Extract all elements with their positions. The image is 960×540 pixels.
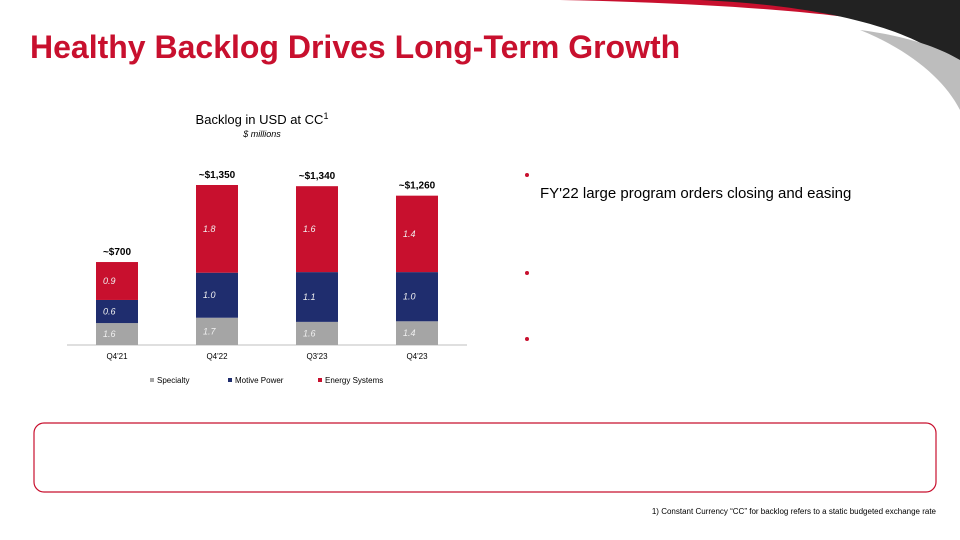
- bullet-dot: [525, 173, 529, 177]
- segment-label: 1.0: [203, 290, 216, 300]
- total-label: ~$700: [103, 247, 132, 258]
- bar-segment: [396, 321, 438, 345]
- plot: 1.6 0.6 0.9 ~$700 Q4'21 1.7 1.0 1.8 ~$1,350 Q4'22…: [67, 170, 467, 385]
- segment-label: 1.7: [203, 326, 217, 336]
- legend-label: Energy Systems: [325, 376, 383, 385]
- segment-label: 0.6: [103, 307, 116, 317]
- segment-label: 1.6: [303, 328, 316, 338]
- legend-swatch: [228, 378, 232, 382]
- chart-title-text: Backlog in USD at CC: [196, 112, 324, 127]
- bullet-dot: [525, 337, 529, 341]
- bar-segment: [196, 272, 238, 318]
- segment-label: 1.1: [303, 292, 316, 302]
- segment-label: 1.0: [403, 292, 416, 302]
- bar-segment: [196, 317, 238, 345]
- bar-segment: [296, 321, 338, 345]
- total-label: ~$1,260: [399, 181, 436, 192]
- bar-segment: [96, 323, 138, 345]
- segment-label: 1.4: [403, 328, 416, 338]
- segment-label: 1.6: [103, 329, 116, 339]
- legend-swatch: [150, 378, 154, 382]
- x-tick-label: Q4'21: [106, 352, 128, 361]
- segment-label: 1.4: [403, 229, 416, 239]
- bar-segment: [296, 186, 338, 273]
- chart-subtitle: $ millions: [242, 129, 281, 139]
- bar-segment: [396, 195, 438, 273]
- bullet-dot: [525, 271, 529, 275]
- bar-segment: [96, 299, 138, 324]
- chart-title: Backlog in USD at CC1: [196, 111, 329, 127]
- segment-label: 1.8: [203, 224, 216, 234]
- x-tick-label: Q3'23: [306, 352, 328, 361]
- legend-label: Specialty: [157, 376, 189, 385]
- bullet-continuation: FY'22 large program orders closing and e…: [540, 185, 851, 202]
- callout-box: [33, 422, 937, 493]
- swoosh-dark: [700, 0, 960, 70]
- total-label: ~$1,350: [199, 170, 236, 181]
- segment-label: 1.6: [303, 224, 316, 234]
- total-label: ~$1,340: [299, 171, 336, 182]
- x-tick-label: Q4'23: [406, 352, 428, 361]
- bullets: FY'22 large program orders closing and e…: [525, 173, 851, 341]
- bar-segment: [96, 262, 138, 300]
- chart-title-sup: 1: [323, 111, 328, 121]
- legend-swatch: [318, 378, 322, 382]
- footnote: 1) Constant Currency “CC” for backlog re…: [652, 507, 937, 516]
- bar-segment: [296, 272, 338, 322]
- bar-segment: [196, 185, 238, 273]
- x-tick-label: Q4'22: [206, 352, 228, 361]
- legend-label: Motive Power: [235, 376, 284, 385]
- swoosh-gray: [860, 30, 960, 110]
- slide-title: Healthy Backlog Drives Long-Term Growth: [30, 29, 680, 65]
- segment-label: 0.9: [103, 276, 116, 286]
- bar-segment: [396, 272, 438, 322]
